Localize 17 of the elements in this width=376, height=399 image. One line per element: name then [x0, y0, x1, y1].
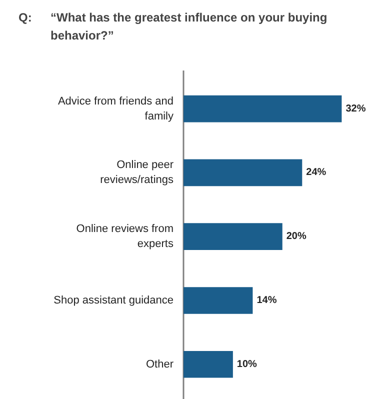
bar [184, 159, 302, 186]
data-label: 10% [236, 358, 258, 370]
data-label: 24% [306, 167, 326, 178]
y-tick-label: Other [146, 358, 174, 370]
bar [184, 287, 253, 314]
bar [184, 223, 282, 250]
y-tick-label: Online reviews from experts [76, 223, 174, 250]
y-tick-label: Shop assistant guidance [54, 294, 174, 306]
bar [184, 350, 233, 378]
chart-title: “What has the greatest influence on your buying behavior?” [50, 10, 328, 43]
y-tick-label: Advice from friends and family [58, 95, 174, 122]
text: Q: [18, 10, 32, 24]
data-label: 20% [286, 231, 306, 242]
bar [184, 95, 342, 122]
data-label: 32% [346, 103, 366, 114]
data-label: 14% [256, 294, 277, 306]
y-tick-label: Online peer reviews/ratings [100, 159, 174, 186]
